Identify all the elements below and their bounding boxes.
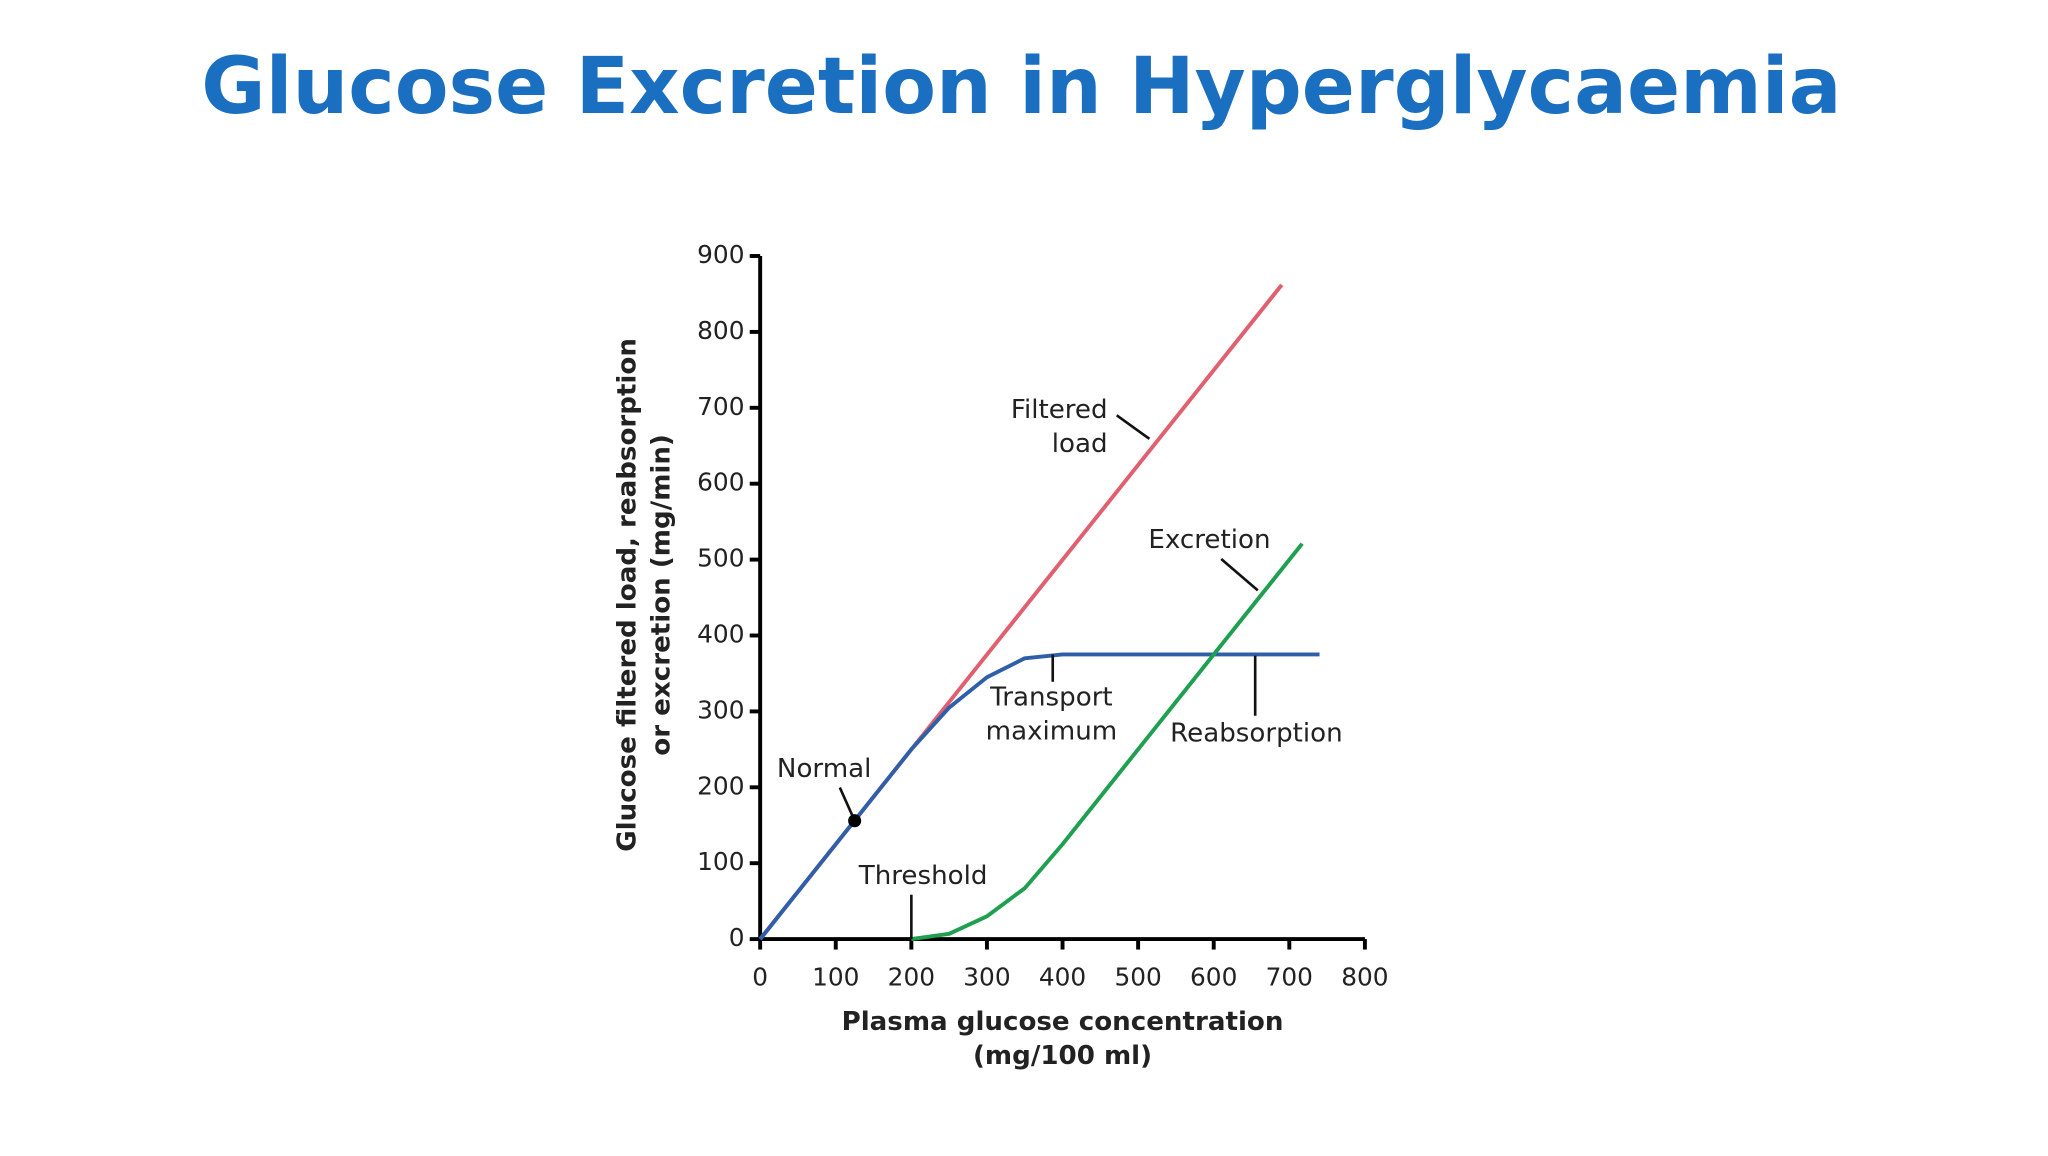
series-label: Excretion bbox=[1148, 525, 1270, 555]
transport-maximum-label-line: Transport bbox=[989, 682, 1113, 712]
series-label-line: load bbox=[1052, 429, 1108, 459]
x-tick-label: 300 bbox=[963, 962, 1010, 991]
x-tick-label: 0 bbox=[752, 962, 768, 991]
y-tick-label: 500 bbox=[697, 544, 744, 573]
x-tick-label: 200 bbox=[888, 962, 935, 991]
x-tick-label: 100 bbox=[812, 962, 859, 991]
x-axis-label: Plasma glucose concentration bbox=[842, 1007, 1284, 1037]
x-tick-label: 600 bbox=[1190, 962, 1237, 991]
y-tick-label: 600 bbox=[697, 468, 744, 497]
y-tick-label: 800 bbox=[697, 316, 744, 345]
series-label: Filtered load bbox=[1011, 395, 1108, 459]
y-tick-label: 200 bbox=[697, 771, 744, 800]
threshold-label: Threshold bbox=[858, 861, 988, 891]
y-tick-label: 100 bbox=[697, 847, 744, 876]
x-axis-label: (mg/100 ml) bbox=[973, 1041, 1152, 1071]
series-line bbox=[758, 652, 1320, 941]
series-label: Reabsorption bbox=[1170, 719, 1343, 749]
leader-line bbox=[1220, 558, 1259, 592]
slide-title: Glucose Excretion in Hyperglycaemia bbox=[201, 41, 1841, 132]
leader-line bbox=[1115, 414, 1151, 440]
y-tick-label: 700 bbox=[697, 392, 744, 421]
series-line bbox=[911, 542, 1304, 942]
x-tick-label: 700 bbox=[1266, 962, 1313, 991]
transport-maximum-label: Transport maximum bbox=[986, 682, 1118, 746]
y-tick-label: 400 bbox=[697, 620, 744, 649]
series-label-line: Filtered bbox=[1011, 395, 1108, 425]
y-axis-label: or excretion (mg/min) bbox=[647, 434, 677, 756]
y-axis-label: Glucose filtered load, reabsorption bbox=[613, 338, 643, 852]
y-tick-label: 300 bbox=[697, 695, 744, 724]
y-tick-label: 900 bbox=[697, 240, 744, 269]
x-tick-label: 800 bbox=[1341, 962, 1388, 991]
normal-label: Normal bbox=[777, 754, 871, 784]
transport-maximum-label-line: maximum bbox=[986, 716, 1118, 746]
x-tick-label: 400 bbox=[1039, 962, 1086, 991]
normal-point bbox=[848, 814, 862, 828]
x-tick-label: 500 bbox=[1114, 962, 1161, 991]
y-tick-label: 0 bbox=[729, 923, 745, 952]
